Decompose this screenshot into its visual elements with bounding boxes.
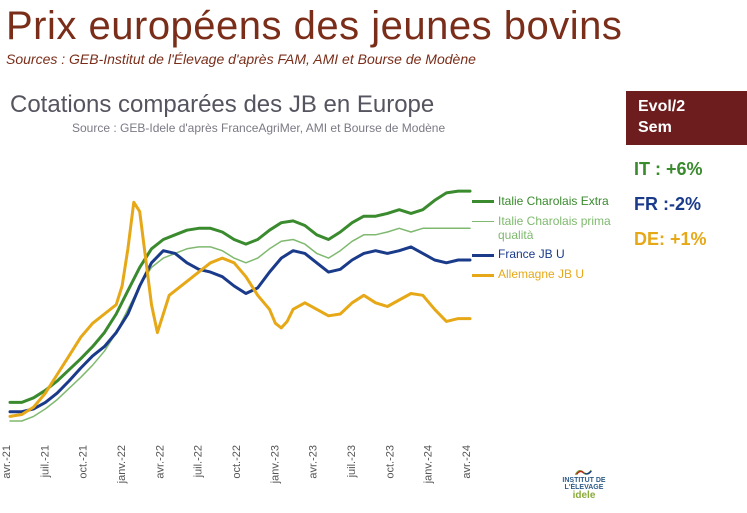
legend-item-fr_jbu: France JB U [472, 248, 616, 262]
x-axis-label: juil.-22 [193, 445, 205, 478]
chart-column: Cotations comparées des JB en Europe Sou… [0, 91, 620, 505]
legend-label: Italie Charolais Extra [498, 195, 609, 209]
evol-line-1: Evol/2 [638, 97, 747, 118]
main-row: Cotations comparées des JB en Europe Sou… [0, 91, 747, 505]
x-axis-label: janv.-22 [116, 445, 128, 484]
legend-label: Allemagne JB U [498, 268, 584, 282]
legend-label: Italie Charolais prima qualità [498, 215, 616, 243]
chart-source: Source : GEB-Idele d'après FranceAgriMer… [0, 121, 620, 135]
evol-line-2: Sem [638, 118, 747, 139]
chart-legend: Italie Charolais Extra Italie Charolais p… [472, 195, 616, 288]
x-axis-label: oct.-21 [78, 445, 90, 479]
stat-2: DE: +1% [626, 229, 747, 250]
x-axis-label: janv.-24 [423, 445, 435, 484]
stat-1: FR :-2% [626, 194, 747, 215]
series-it_prima [10, 228, 470, 421]
x-axis-label: avr.-21 [1, 445, 13, 479]
x-axis-label: avr.-23 [308, 445, 320, 479]
x-axis-label: avr.-24 [461, 445, 473, 479]
x-axis-label: oct.-22 [231, 445, 243, 479]
page-sources: Sources : GEB-Institut de l'Élevage d'ap… [0, 49, 747, 67]
legend-item-it_prima: Italie Charolais prima qualità [472, 215, 616, 243]
x-axis-label: avr.-22 [154, 445, 166, 479]
logo-sub: idele [573, 491, 596, 501]
legend-item-de_jbu: Allemagne JB U [472, 268, 616, 282]
line-chart: avr.-21 juil.-21 oct.-21 janv.-22 avr.-22 jui… [0, 135, 620, 505]
sidebar: Evol/2 Sem IT : +6% FR :-2% DE: +1% [620, 91, 747, 505]
x-axis-label: janv.-23 [269, 445, 281, 484]
series-de_jbu [10, 202, 470, 416]
legend-swatch [472, 254, 494, 257]
legend-swatch [472, 221, 494, 222]
legend-swatch [472, 200, 494, 203]
x-axis-label: juil.-23 [346, 445, 358, 478]
legend-item-it_extra: Italie Charolais Extra [472, 195, 616, 209]
legend-label: France JB U [498, 248, 565, 262]
logo-text-1: INSTITUT DEL'ÉLEVAGE [562, 477, 605, 491]
legend-swatch [472, 274, 494, 277]
chart-title: Cotations comparées des JB en Europe [0, 91, 620, 119]
page-root: Prix européens des jeunes bovins Sources… [0, 0, 747, 513]
chart-area: avr.-21 juil.-21 oct.-21 janv.-22 avr.-22 jui… [0, 135, 620, 505]
evol-header: Evol/2 Sem [626, 91, 747, 145]
page-title: Prix européens des jeunes bovins [0, 0, 747, 49]
idele-logo: INSTITUT DEL'ÉLEVAGE idele [554, 467, 614, 501]
x-axis-label: oct.-23 [384, 445, 396, 479]
x-axis-label: juil.-21 [39, 445, 51, 478]
stat-0: IT : +6% [626, 159, 747, 180]
